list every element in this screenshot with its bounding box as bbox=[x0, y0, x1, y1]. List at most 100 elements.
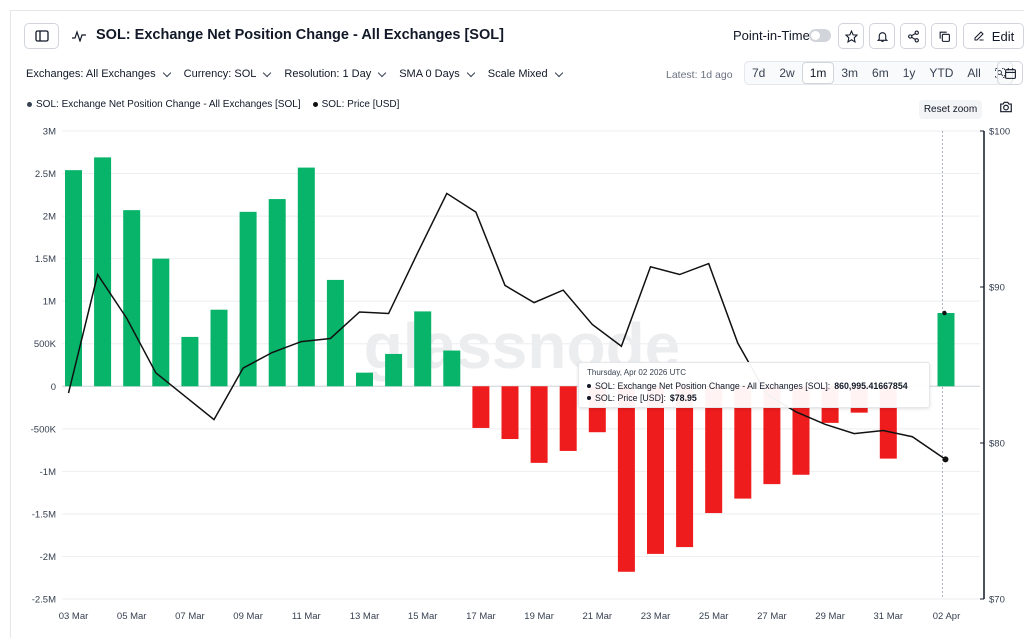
x-tick-label: 05 Mar bbox=[117, 611, 147, 622]
legend-dot bbox=[27, 102, 32, 107]
currency-filter[interactable]: Currency: SOL bbox=[184, 68, 272, 80]
y-left-tick-label: 500K bbox=[34, 339, 57, 350]
x-tick-label: 15 Mar bbox=[408, 611, 438, 622]
point-in-time-toggle[interactable] bbox=[809, 29, 831, 42]
y-left-tick-label: -2M bbox=[40, 552, 56, 563]
y-left-tick-label: 2.5M bbox=[35, 169, 56, 180]
bar bbox=[239, 211, 257, 387]
tooltip-label: SOL: Price [USD]: bbox=[595, 393, 666, 403]
bar bbox=[385, 353, 403, 387]
bar bbox=[676, 386, 694, 548]
bar bbox=[94, 157, 112, 387]
calendar-icon bbox=[1004, 67, 1016, 79]
x-tick-label: 03 Mar bbox=[59, 611, 89, 622]
legend-item-price[interactable]: SOL: Price [USD] bbox=[312, 99, 400, 110]
chart-legend: SOL: Exchange Net Position Change - All … bbox=[27, 99, 399, 110]
bar bbox=[472, 386, 490, 428]
share-button[interactable] bbox=[900, 23, 926, 49]
bar bbox=[617, 386, 635, 572]
chart-tooltip: Thursday, Apr 02 2026 UTC SOL: Exchange … bbox=[578, 362, 930, 408]
x-tick-label: 27 Mar bbox=[757, 611, 787, 622]
bar-point-marker bbox=[942, 310, 947, 316]
resolution-filter[interactable]: Resolution: 1 Day bbox=[284, 68, 387, 80]
bar bbox=[297, 167, 315, 387]
bar bbox=[65, 170, 82, 387]
tooltip-value: 860,995.41667854 bbox=[834, 381, 908, 391]
x-tick-label: 17 Mar bbox=[466, 611, 496, 622]
exchanges-filter[interactable]: Exchanges: All Exchanges bbox=[26, 68, 171, 80]
favorite-button[interactable] bbox=[838, 23, 864, 49]
x-tick-label: 31 Mar bbox=[874, 611, 904, 622]
legend-dot bbox=[312, 102, 318, 107]
bar bbox=[443, 350, 461, 387]
pencil-icon bbox=[974, 31, 984, 41]
price-line bbox=[67, 192, 946, 460]
price-point-marker bbox=[942, 456, 949, 463]
range-ytd[interactable]: YTD bbox=[929, 66, 954, 80]
bar bbox=[181, 336, 199, 387]
y-left-tick-label: -1M bbox=[40, 467, 56, 478]
bar bbox=[937, 313, 955, 387]
legend-label-net-position: SOL: Exchange Net Position Change - All … bbox=[36, 99, 301, 110]
y-left-tick-label: 1.5M bbox=[35, 254, 56, 265]
range-2w[interactable]: 2w bbox=[779, 66, 795, 80]
range-1y[interactable]: 1y bbox=[902, 66, 916, 80]
y-left-tick-label: -500K bbox=[31, 424, 57, 435]
alert-button[interactable] bbox=[869, 23, 895, 49]
page-title: SOL: Exchange Net Position Change - All … bbox=[96, 27, 504, 43]
y-right-tick-label: $100 bbox=[989, 127, 1010, 138]
range-6m[interactable]: 6m bbox=[872, 66, 889, 80]
line-chart-icon bbox=[72, 30, 86, 42]
bar bbox=[763, 386, 781, 485]
x-tick-label: 02 Apr bbox=[933, 611, 960, 622]
copy-button[interactable] bbox=[931, 23, 957, 49]
y-left-tick-label: 2M bbox=[43, 212, 56, 223]
bar bbox=[792, 386, 810, 475]
sma-filter[interactable]: SMA 0 Days bbox=[399, 68, 475, 80]
bar bbox=[734, 386, 752, 499]
exchanges-filter-label: Exchanges: All Exchanges bbox=[26, 68, 156, 80]
y-left-tick-label: 0 bbox=[51, 382, 56, 393]
tooltip-date: Thursday, Apr 02 2026 UTC bbox=[587, 368, 687, 377]
range-3m[interactable]: 3m bbox=[841, 66, 859, 80]
reset-zoom-button[interactable]: Reset zoom bbox=[919, 100, 982, 119]
scale-filter[interactable]: Scale Mixed bbox=[487, 68, 563, 80]
x-tick-label: 19 Mar bbox=[524, 611, 554, 622]
chart-panel bbox=[10, 10, 1024, 638]
resolution-filter-label: Resolution: 1 Day bbox=[284, 68, 372, 80]
y-left-tick-label: 1M bbox=[43, 297, 56, 308]
bar bbox=[123, 210, 141, 387]
y-right-tick-label: $70 bbox=[989, 595, 1005, 606]
range-7d[interactable]: 7d bbox=[752, 66, 766, 80]
legend-label-price: SOL: Price [USD] bbox=[321, 99, 400, 110]
x-tick-label: 07 Mar bbox=[175, 611, 205, 622]
date-picker-button[interactable] bbox=[997, 61, 1023, 85]
tooltip-row-net-position: SOL: Exchange Net Position Change - All … bbox=[587, 380, 921, 392]
copy-icon bbox=[939, 31, 950, 42]
x-tick-label: 23 Mar bbox=[641, 611, 671, 622]
bar bbox=[210, 309, 228, 387]
y-right-tick-label: $80 bbox=[989, 439, 1005, 450]
x-tick-label: 25 Mar bbox=[699, 611, 729, 622]
range-all[interactable]: All bbox=[967, 66, 981, 80]
range-1m[interactable]: 1m bbox=[801, 62, 835, 84]
share-icon bbox=[907, 30, 919, 42]
x-tick-label: 13 Mar bbox=[350, 611, 380, 622]
sidebar-toggle-button[interactable] bbox=[24, 23, 59, 49]
bar bbox=[501, 386, 519, 440]
filter-bar: Exchanges: All Exchanges Currency: SOL R… bbox=[26, 68, 563, 80]
y-left-tick-label: -1.5M bbox=[32, 509, 56, 520]
star-icon bbox=[844, 29, 858, 43]
bar bbox=[705, 386, 723, 514]
bar bbox=[356, 372, 373, 387]
y-left-tick-label: -2.5M bbox=[32, 595, 56, 606]
legend-item-net-position[interactable]: SOL: Exchange Net Position Change - All … bbox=[27, 99, 301, 110]
y-left-tick-label: 3M bbox=[43, 127, 56, 138]
bar bbox=[559, 386, 577, 451]
bar bbox=[530, 386, 548, 463]
x-tick-label: 21 Mar bbox=[583, 611, 613, 622]
bar bbox=[414, 311, 432, 387]
scale-filter-label: Scale Mixed bbox=[487, 68, 548, 80]
camera-icon[interactable] bbox=[999, 101, 1013, 113]
